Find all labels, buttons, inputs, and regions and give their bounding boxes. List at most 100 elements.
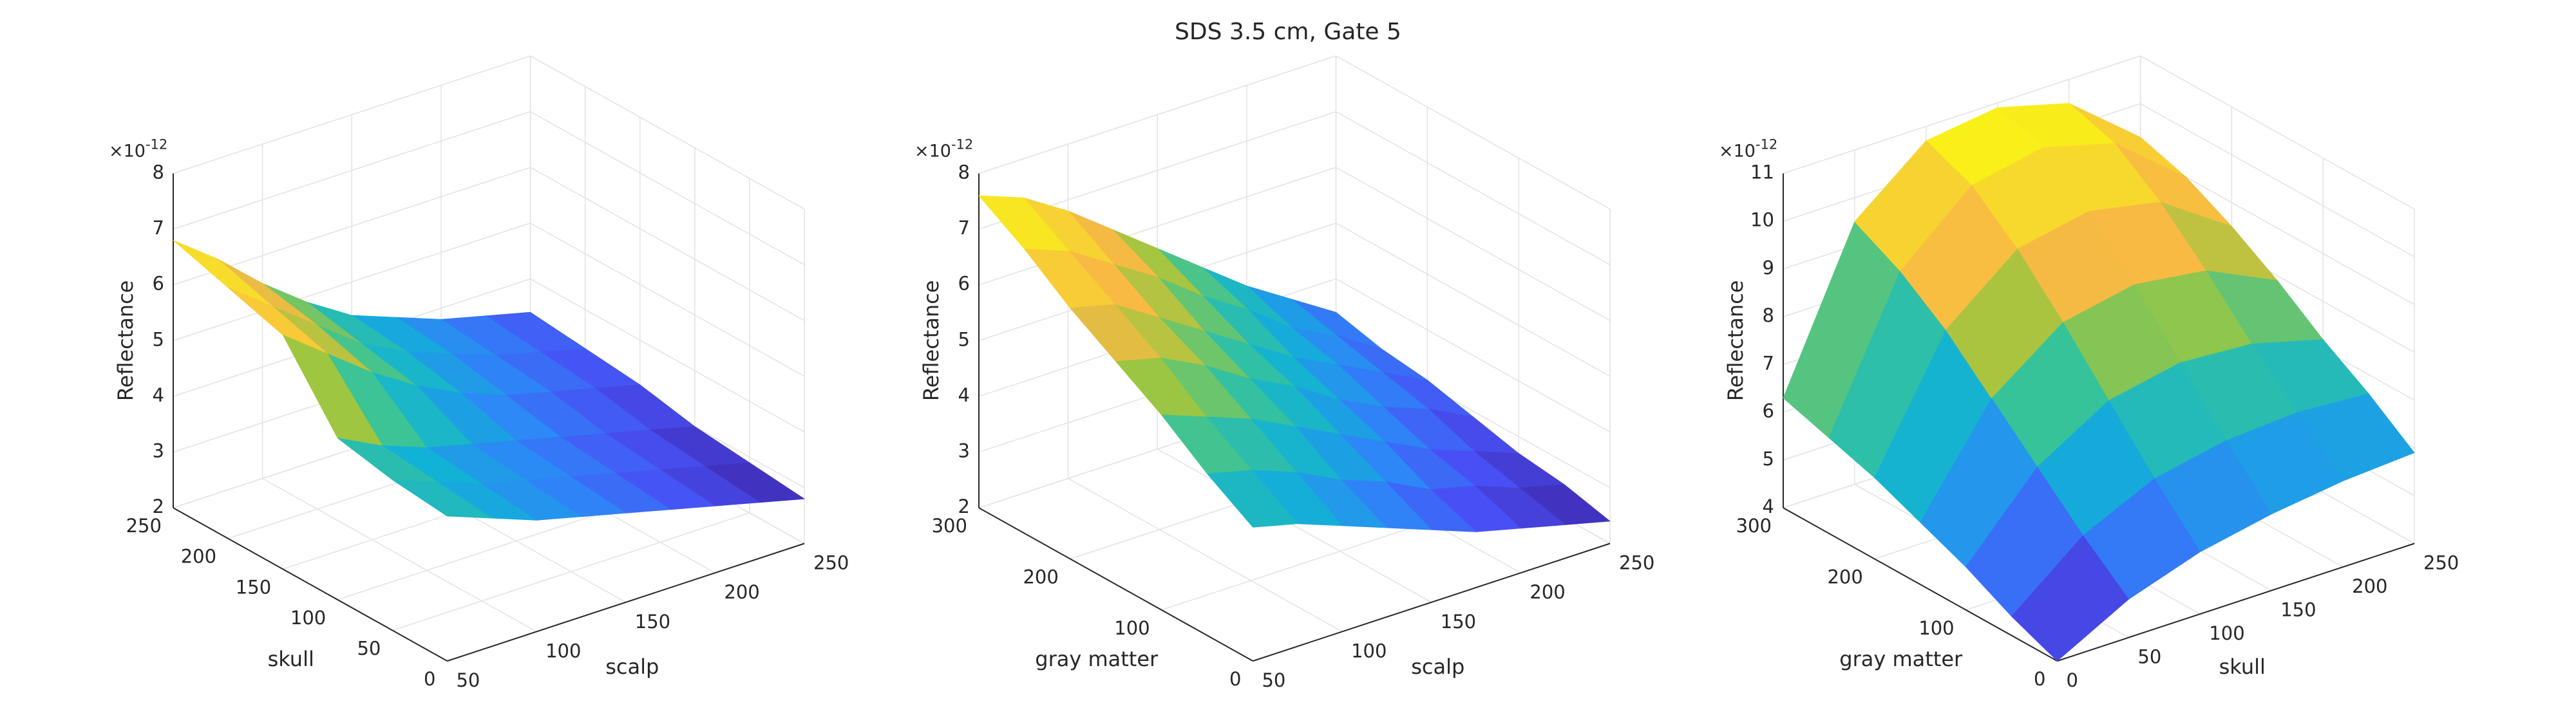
surface-patch [392, 479, 493, 519]
x-axis-line [447, 543, 805, 662]
grid-line [1336, 167, 1611, 321]
grid-line [530, 167, 805, 321]
z-tick-label: 8 [958, 162, 970, 183]
y-axis-line [173, 507, 448, 662]
x-tick-label: 50 [456, 669, 480, 691]
grid-line [530, 222, 805, 377]
x-tick-label: 200 [724, 581, 759, 603]
x-axis-line [1253, 543, 1611, 662]
z-tick-label: 8 [153, 162, 164, 183]
z-tick-label: 10 [1750, 209, 1774, 231]
x-tick-label: 250 [813, 552, 849, 573]
x-tick-label: 150 [635, 611, 670, 633]
grid-line [1157, 449, 1432, 603]
y-tick-label: 50 [357, 638, 381, 660]
exponent-base: ×10 [914, 141, 951, 161]
x-tick-label: 100 [545, 640, 581, 662]
grid-line [173, 111, 531, 230]
figure-title: SDS 3.5 cm, Gate 5 [1175, 19, 1401, 45]
surface-patch [1207, 470, 1298, 528]
grid-line [2140, 55, 2415, 210]
y-axis-line [978, 507, 1253, 662]
y-tick-label: 0 [1229, 668, 1241, 690]
axis-exponent: ×10-12 [109, 137, 167, 162]
z-axis-label: Reflectance [919, 280, 943, 401]
grid-line [1336, 222, 1611, 377]
x-tick-label: 100 [2209, 622, 2244, 644]
z-tick-label: 3 [958, 440, 970, 462]
y-tick-label: 250 [126, 515, 162, 537]
y-tick-label: 300 [932, 515, 967, 537]
z-tick-label: 2 [958, 496, 970, 517]
exponent-base: ×10 [1719, 141, 1756, 161]
x-tick-label: 150 [2280, 599, 2316, 621]
y-tick-label: 300 [1736, 515, 1772, 537]
y-tick-label: 200 [1827, 566, 1862, 588]
grid-line [1336, 111, 1611, 266]
z-tick-label: 3 [153, 440, 164, 462]
surface-patch [2011, 535, 2129, 662]
x-tick-label: 50 [2137, 646, 2161, 668]
y-tick-label: 200 [181, 546, 216, 568]
x-tick-label: 100 [1351, 640, 1387, 662]
z-tick-label: 4 [958, 384, 970, 406]
z-tick-label: 5 [153, 328, 164, 350]
z-axis-label: Reflectance [1723, 280, 1748, 401]
x-tick-label: 200 [1530, 581, 1565, 603]
exponent-power: -12 [146, 137, 167, 153]
z-tick-label: 11 [1750, 162, 1774, 183]
y-axis-label: gray matter [1035, 647, 1159, 671]
grid-line [1068, 478, 1343, 633]
exponent-power: -12 [1756, 137, 1777, 153]
x-tick-label: 250 [1619, 552, 1654, 573]
grid-line [530, 111, 805, 266]
x-tick-label: 250 [2423, 552, 2459, 573]
x-axis-line [2057, 543, 2415, 662]
z-tick-label: 9 [1763, 257, 1774, 279]
y-tick-label: 100 [1114, 617, 1150, 639]
z-tick-label: 7 [153, 217, 164, 239]
z-tick-label: 5 [958, 328, 970, 350]
grid-line [530, 278, 805, 432]
axis-exponent: ×10-12 [914, 137, 973, 162]
grid-line [173, 222, 531, 342]
z-tick-label: 4 [1763, 496, 1774, 517]
y-axis-label: skull [268, 647, 314, 671]
y-tick-label: 150 [236, 576, 271, 598]
x-axis-label: skull [2219, 654, 2266, 679]
grid-line [1336, 55, 1611, 210]
grid-line [392, 512, 750, 631]
x-tick-label: 200 [2352, 575, 2387, 597]
grid-line [173, 167, 531, 286]
y-axis-label: gray matter [1839, 647, 1963, 671]
z-tick-label: 6 [958, 273, 970, 295]
x-tick-label: 0 [2066, 669, 2078, 691]
grid-line [173, 55, 531, 174]
x-axis-label: scalp [1411, 654, 1464, 679]
z-axis-label: Reflectance [113, 280, 138, 401]
y-tick-label: 0 [2034, 668, 2045, 690]
z-tick-label: 7 [1763, 352, 1774, 374]
z-tick-label: 4 [153, 384, 164, 406]
exponent-power: -12 [951, 137, 973, 153]
x-axis-label: scalp [605, 654, 659, 679]
exponent-base: ×10 [109, 141, 146, 161]
z-tick-label: 6 [1763, 400, 1774, 422]
x-tick-label: 50 [1262, 669, 1285, 691]
z-tick-label: 8 [1763, 304, 1774, 326]
z-tick-label: 6 [153, 273, 164, 295]
z-tick-label: 2 [153, 496, 164, 517]
x-tick-label: 150 [1441, 611, 1476, 633]
y-tick-label: 100 [1918, 617, 1954, 639]
grid-line [2140, 103, 2415, 257]
y-tick-label: 0 [424, 668, 435, 690]
axis-exponent: ×10-12 [1719, 137, 1777, 162]
y-tick-label: 100 [290, 607, 326, 629]
grid-line [262, 478, 537, 633]
z-tick-label: 7 [958, 217, 970, 239]
z-tick-label: 5 [1763, 448, 1774, 470]
grid-line [978, 55, 1336, 174]
y-tick-label: 200 [1023, 566, 1058, 588]
